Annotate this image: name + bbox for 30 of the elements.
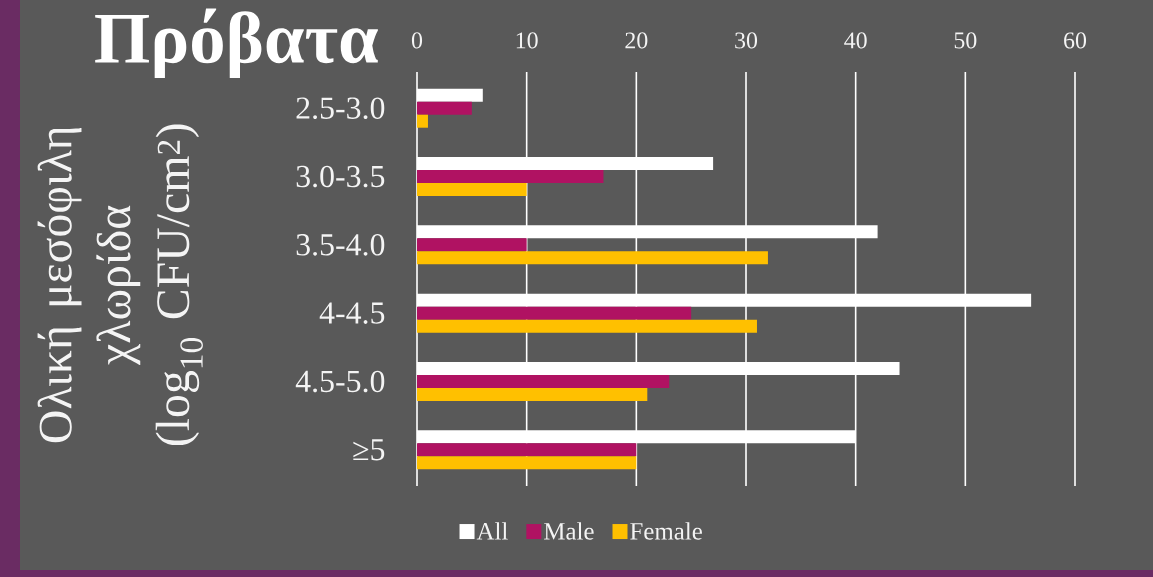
legend-label: All	[476, 522, 508, 540]
y-tick-label: ≥5	[353, 439, 385, 461]
x-tick-label: 60	[1064, 32, 1087, 49]
bar	[417, 456, 637, 470]
bar	[417, 183, 527, 197]
legend-label: Female	[630, 522, 702, 540]
y-tick-label: 4-4.5	[319, 302, 385, 324]
x-tick-label: 10	[516, 32, 538, 49]
bar	[417, 170, 604, 184]
x-tick-label: 20	[625, 32, 648, 49]
bar	[417, 238, 527, 252]
y-axis-title: Ολική μεσόφιλη χλωρίδα (log$_{10}$ CFU/cm$^{2}$)	[37, 124, 203, 446]
legend-label: Male	[544, 522, 594, 540]
y-tick-label: 2.5-3.0	[296, 97, 385, 120]
chart-title: Πρόβατα	[95, 8, 378, 79]
y-tick-label: 3.0-3.5	[296, 165, 385, 188]
bar	[417, 101, 472, 115]
bar	[417, 374, 670, 388]
bar	[417, 306, 692, 320]
bar	[417, 319, 757, 333]
y-tick-label: 4.5-5.0	[295, 370, 385, 393]
x-tick-label: 0	[411, 32, 423, 49]
bar	[417, 387, 648, 401]
bar	[417, 114, 428, 128]
x-tick-label: 30	[735, 32, 758, 49]
y-tick-label: 3.5-4.0	[296, 234, 385, 256]
x-tick-label: 50	[954, 32, 977, 49]
bar	[417, 251, 768, 265]
x-tick-label: 40	[844, 32, 867, 49]
bar	[417, 443, 637, 457]
